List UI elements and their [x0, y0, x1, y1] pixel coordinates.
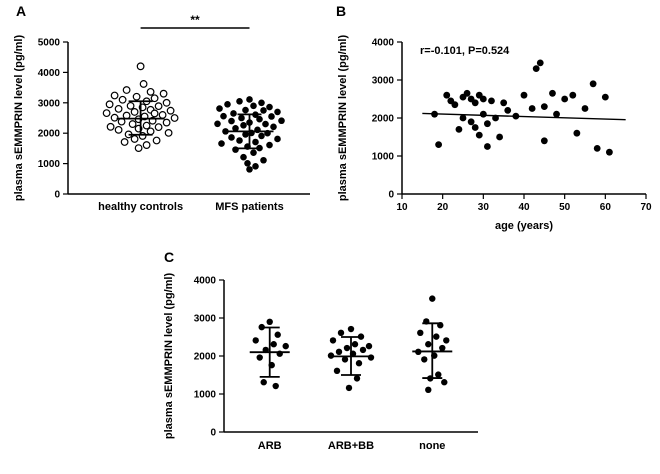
- svg-text:5000: 5000: [38, 38, 61, 49]
- svg-text:3000: 3000: [38, 98, 61, 109]
- svg-text:age (years): age (years): [495, 220, 553, 232]
- panel-c-chart: 0 1000 2000 3000 4000 plasma sEMMPRIN level (…: [163, 273, 478, 452]
- svg-text:0: 0: [54, 190, 60, 201]
- svg-text:4000: 4000: [194, 276, 217, 287]
- svg-text:70: 70: [640, 202, 652, 213]
- svg-text:0: 0: [388, 190, 394, 201]
- svg-text:plasma sEMMPRIN level (pg/ml): plasma sEMMPRIN level (pg/ml): [13, 35, 25, 202]
- svg-text:none: none: [419, 440, 445, 452]
- svg-text:4000: 4000: [372, 38, 395, 49]
- svg-text:10: 10: [396, 202, 408, 213]
- panel-c-label: C: [164, 249, 175, 265]
- panel-b-chart: 0 1000 2000 3000 4000 plasma sEMMPRIN level (…: [337, 35, 652, 232]
- svg-text:plasma sEMMPRIN level (pg/ml): plasma sEMMPRIN level (pg/ml): [163, 273, 175, 440]
- svg-text:20: 20: [437, 202, 449, 213]
- panel-a-label: A: [16, 3, 27, 19]
- svg-text:40: 40: [518, 202, 530, 213]
- svg-text:2000: 2000: [194, 352, 217, 363]
- svg-text:30: 30: [478, 202, 490, 213]
- svg-text:1000: 1000: [372, 152, 395, 163]
- svg-text:3000: 3000: [194, 314, 217, 325]
- svg-text:60: 60: [600, 202, 612, 213]
- panel-b-label: B: [336, 3, 347, 19]
- svg-text:r=-0.101, P=0.524: r=-0.101, P=0.524: [420, 45, 510, 57]
- svg-text:2000: 2000: [372, 114, 395, 125]
- svg-text:ARB+BB: ARB+BB: [328, 440, 374, 452]
- svg-text:healthy controls: healthy controls: [98, 201, 183, 213]
- svg-text:0: 0: [210, 428, 216, 439]
- svg-text:MFS patients: MFS patients: [215, 201, 283, 213]
- svg-text:1000: 1000: [194, 390, 217, 401]
- svg-text:4000: 4000: [38, 68, 61, 79]
- svg-text:2000: 2000: [38, 129, 61, 140]
- svg-text:**: **: [190, 13, 200, 27]
- svg-text:ARB: ARB: [258, 440, 282, 452]
- svg-text:3000: 3000: [372, 76, 395, 87]
- svg-text:50: 50: [559, 202, 571, 213]
- svg-text:plasma sEMMPRIN level (pg/ml): plasma sEMMPRIN level (pg/ml): [337, 35, 349, 202]
- panel-a-chart: 0 1000 2000 3000 4000 5000 plasma sEMMPRIN lev…: [13, 13, 310, 213]
- svg-text:1000: 1000: [38, 159, 61, 170]
